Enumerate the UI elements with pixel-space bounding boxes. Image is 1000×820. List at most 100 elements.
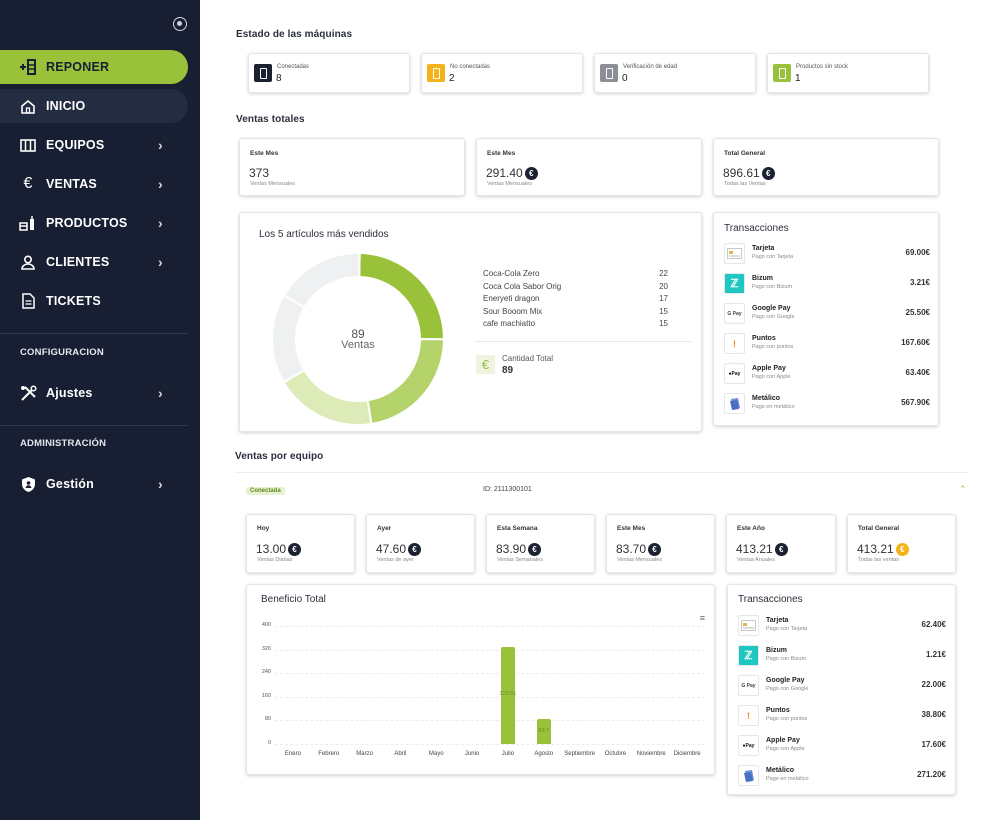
card-value: 83.70 € (616, 542, 662, 556)
transaction-name: Metálico (766, 767, 795, 774)
transaction-sub: Pago con Apple (766, 746, 805, 752)
transaction-value: 25.50€ (905, 308, 930, 317)
donut-slice[interactable] (282, 252, 361, 309)
sidebar-item-label: VENTAS (46, 177, 97, 191)
status-label: Productos sin stock (796, 64, 849, 70)
transaction-row-apple-pay[interactable]: ●Pay Apple Pay Pago con Apple 63.40€ (724, 363, 930, 387)
transaction-row-apple-pay[interactable]: ●Pay Apple Pay Pago con Apple 17.60€ (738, 735, 946, 759)
google-pay-icon: G Pay (724, 303, 745, 324)
transaction-sub: Pago con Google (752, 314, 795, 320)
transaction-row-metalico[interactable]: Metálico Pago en metálico 271.20€ (738, 765, 946, 789)
card-sub: Ventas de ayer (377, 557, 414, 563)
status-card-verificacion[interactable]: Verificación de edad 0 (594, 53, 756, 93)
equipo-card-total: Total General 413.21 € Todas las ventas (847, 514, 956, 573)
status-card-sin-stock[interactable]: Productos sin stock 1 (767, 53, 929, 93)
card-value: 413.21 € (857, 542, 909, 556)
menu-icon[interactable]: ≡ (699, 613, 705, 623)
transaction-row-tarjeta[interactable]: Tarjeta Pago con Tarjeta 62.40€ (738, 615, 946, 639)
transaction-name: Puntos (766, 707, 790, 714)
machine-icon (773, 64, 791, 82)
sales-card-month-count: Este Mes 373 Ventas Mensuales (239, 138, 465, 196)
sidebar-item-gestion[interactable]: Gestión › (0, 467, 188, 501)
transaction-row-google-pay[interactable]: G Pay Google Pay Pago con Google 25.50€ (724, 303, 930, 327)
sidebar-item-ventas[interactable]: € VENTAS › (0, 167, 188, 201)
bar[interactable] (500, 646, 515, 744)
transaction-row-google-pay[interactable]: G Pay Google Pay Pago con Google 22.00€ (738, 675, 946, 699)
sidebar-toggle-icon[interactable] (173, 17, 187, 31)
card-label: Total General (724, 150, 766, 157)
transaction-name: Puntos (752, 335, 776, 342)
euro-icon: € (288, 542, 302, 556)
donut-chart[interactable] (268, 249, 448, 429)
y-tick-label: 160 (261, 692, 271, 699)
transaction-row-puntos[interactable]: ! Puntos Pago con puntos 167.60€ (724, 333, 930, 357)
transaction-sub: Pago con Bizum (752, 284, 793, 290)
equipo-card-mes: Este Mes 83.70 € Ventas Mensuales (606, 514, 715, 573)
sidebar-item-label: REPONER (46, 60, 110, 74)
divider (234, 472, 968, 473)
x-tick-label: Enero (284, 751, 301, 757)
card-label: Este Año (737, 525, 765, 532)
status-value: 0 (622, 73, 628, 84)
top5-row: cafe machiatto 15 (483, 319, 668, 328)
bizum-icon: ℤ (738, 645, 759, 666)
x-tick-label: Octubre (604, 751, 627, 757)
sales-card-total: Total General 896.61 € Todas las Ventas (713, 138, 939, 196)
transaction-sub: Pago con Tarjeta (752, 254, 794, 260)
donut-slice[interactable] (366, 338, 446, 426)
transactions-title: Transacciones (724, 223, 789, 234)
transaction-sub: Pago con Google (766, 686, 809, 692)
sidebar-item-ajustes[interactable]: Ajustes › (0, 376, 188, 410)
sidebar-item-clientes[interactable]: CLIENTES › (0, 245, 188, 279)
y-tick-label: 320 (261, 645, 271, 652)
transaction-sub: Pago con Apple (752, 374, 791, 380)
donut-slice[interactable] (271, 294, 306, 384)
transaction-row-metalico[interactable]: Metálico Pago en metálico 567.90€ (724, 393, 930, 417)
euro-icon: € (761, 166, 775, 180)
status-card-conectadas[interactable]: Conectadas 8 (248, 53, 410, 93)
transaction-row-puntos[interactable]: ! Puntos Pago con puntos 38.80€ (738, 705, 946, 729)
card-value: 291.40 € (486, 166, 538, 180)
benefit-chart-card: Beneficio Total ≡ 0 80 160 240 320 400 Enero Fe… (246, 584, 715, 775)
x-tick-label: Abril (394, 751, 407, 757)
card-label: Ayer (377, 525, 392, 532)
card-label: Este Mes (617, 525, 646, 532)
sidebar-item-label: Gestión (46, 477, 94, 491)
sidebar-item-label: EQUIPOS (46, 138, 105, 152)
transaction-value: 567.90€ (901, 398, 930, 407)
status-label: Verificación de edad (623, 64, 678, 70)
sidebar-item-equipos[interactable]: EQUIPOS › (0, 128, 188, 162)
card-icon (724, 243, 745, 264)
google-pay-icon: G Pay (738, 675, 759, 696)
transaction-row-tarjeta[interactable]: Tarjeta Pago con Tarjeta 69.00€ (724, 243, 930, 267)
sidebar-item-label: INICIO (46, 99, 86, 113)
euro-icon: € (528, 542, 542, 556)
sidebar-item-tickets[interactable]: TICKETS (0, 284, 188, 318)
top5-value: 15 (659, 319, 668, 328)
section-title-estado: Estado de las máquinas (236, 29, 353, 40)
euro-icon: € (408, 542, 422, 556)
transaction-name: Bizum (752, 275, 773, 282)
chevron-up-icon[interactable]: ⌃ (959, 484, 967, 494)
sidebar-item-reponer[interactable]: REPONER (0, 50, 188, 84)
sidebar-item-inicio[interactable]: INICIO (0, 89, 188, 123)
transaction-row-bizum[interactable]: ℤ Bizum Pago con Bizum 1.21€ (738, 645, 946, 669)
chevron-right-icon: › (158, 254, 163, 270)
card-sub: Ventas Mensuales (617, 557, 662, 563)
transaction-row-bizum[interactable]: ℤ Bizum Pago con Bizum 3.21€ (724, 273, 930, 297)
tools-icon (18, 384, 38, 402)
card-sub: Todas las ventas (858, 557, 899, 563)
card-label: Esta Semana (497, 525, 538, 532)
transaction-name: Google Pay (752, 305, 791, 312)
donut-slice[interactable] (282, 368, 373, 426)
gridline (275, 720, 705, 722)
divider (475, 341, 691, 342)
bar[interactable] (536, 719, 551, 744)
sidebar-item-productos[interactable]: PRODUCTOS › (0, 206, 188, 240)
card-value: 896.61 € (723, 166, 775, 180)
status-card-no-conectadas[interactable]: No conectadas 2 (421, 53, 583, 93)
x-tick-label: Mayo (428, 751, 444, 757)
top5-value: 17 (659, 294, 668, 303)
top5-name: Coca Cola Sabor Orig (483, 282, 562, 291)
status-value: 2 (449, 73, 455, 84)
